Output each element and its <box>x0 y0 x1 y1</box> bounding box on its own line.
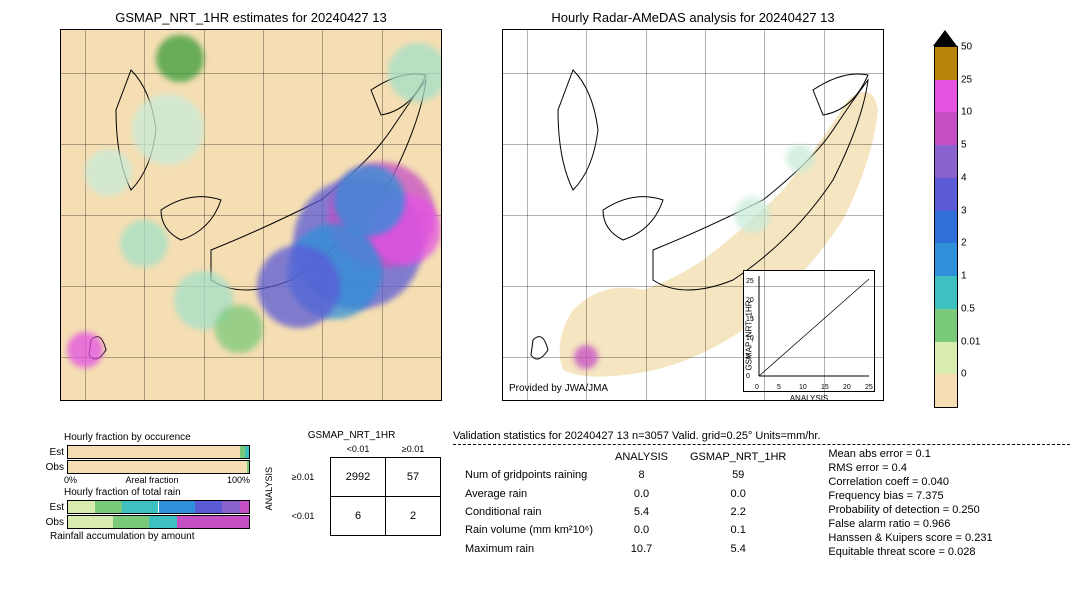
colorbar-segment <box>935 276 957 309</box>
precip-blob <box>257 245 340 328</box>
precip-blob <box>85 149 133 197</box>
precip-blob <box>156 35 204 83</box>
contingency-ylabel: ANALYSIS <box>262 467 276 510</box>
left-map-title: GSMAP_NRT_1HR estimates for 20240427 13 <box>60 10 442 25</box>
metrics-list: Mean abs error = 0.1RMS error = 0.4Corre… <box>828 447 992 559</box>
validation-title: Validation statistics for 20240427 13 n=… <box>453 430 1070 442</box>
colorbar-panel: 502510543210.50.010 <box>934 10 958 420</box>
inset-scatter: GSMAP_NRT_1HR ANALYSIS 00551010151520202… <box>743 270 875 392</box>
precip-blob <box>67 332 103 368</box>
precip-blob <box>735 197 771 233</box>
contingency-panel: GSMAP_NRT_1HR ANALYSIS <0.01 ≥0.01 ≥0.01… <box>262 430 441 559</box>
occurrence-axis: 0% Areal fraction 100% <box>64 475 250 485</box>
bar-row: Obs <box>40 515 250 529</box>
colorbar-segment <box>935 309 957 342</box>
metric-row: Correlation coeff = 0.040 <box>828 475 992 489</box>
right-map-box: Provided by JWA/JMA GSMAP_NRT_1HR ANALYS… <box>502 29 884 401</box>
metric-row: Frequency bias = 7.375 <box>828 489 992 503</box>
ct-cell: 2992 <box>331 458 386 497</box>
top-row: GSMAP_NRT_1HR estimates for 20240427 13 … <box>10 10 1070 420</box>
colorbar-segment <box>935 374 957 407</box>
left-map-panel: GSMAP_NRT_1HR estimates for 20240427 13 … <box>60 10 442 420</box>
metric-row: RMS error = 0.4 <box>828 461 992 475</box>
precip-blob <box>132 94 203 165</box>
ct-cell: 2 <box>386 497 441 536</box>
metric-row: Hanssen & Kuipers score = 0.231 <box>828 531 992 545</box>
ct-cell: 57 <box>386 458 441 497</box>
precip-blob <box>215 305 263 353</box>
precip-blob <box>120 220 168 268</box>
rainfall-accum-label: Rainfall accumulation by amount <box>50 531 250 542</box>
ct-cell: 6 <box>331 497 386 536</box>
bar-row: Obs <box>40 460 250 474</box>
bar-row: Est <box>40 445 250 459</box>
colorbar: 502510543210.50.010 <box>934 46 958 408</box>
bottom-row: Hourly fraction by occurence EstObs 0% A… <box>10 430 1070 559</box>
totalrain-title: Hourly fraction of total rain <box>64 487 250 498</box>
metric-row: Probability of detection = 0.250 <box>828 503 992 517</box>
colorbar-segment <box>935 47 957 80</box>
stats-column: Validation statistics for 20240427 13 n=… <box>453 430 1070 559</box>
colorbar-segment <box>935 211 957 244</box>
colorbar-segment <box>935 112 957 145</box>
colorbar-arrow-icon <box>933 30 957 46</box>
occurrence-title: Hourly fraction by occurence <box>64 432 250 443</box>
colorbar-segment <box>935 342 957 375</box>
bars-column: Hourly fraction by occurence EstObs 0% A… <box>40 430 250 559</box>
right-map-title: Hourly Radar-AMeDAS analysis for 2024042… <box>502 10 884 25</box>
validation-table: ANALYSIS GSMAP_NRT_1HR Num of gridpoints… <box>453 447 798 559</box>
provided-by-text: Provided by JWA/JMA <box>509 383 608 394</box>
bar-row: Est <box>40 500 250 514</box>
contingency-table: <0.01 ≥0.01 ≥0.01 2992 57 <0.01 6 2 <box>276 441 441 536</box>
colorbar-segment <box>935 178 957 211</box>
left-map-box: 125°E130°E135°E140°E145°E25°N30°N35°N40°… <box>60 29 442 401</box>
colorbar-segment <box>935 80 957 113</box>
metric-row: Equitable threat score = 0.028 <box>828 545 992 559</box>
metric-row: Mean abs error = 0.1 <box>828 447 992 461</box>
colorbar-segment <box>935 145 957 178</box>
contingency-title: GSMAP_NRT_1HR <box>262 430 441 441</box>
metric-row: False alarm ratio = 0.966 <box>828 517 992 531</box>
colorbar-segment <box>935 243 957 276</box>
right-map-panel: Hourly Radar-AMeDAS analysis for 2024042… <box>502 10 884 420</box>
